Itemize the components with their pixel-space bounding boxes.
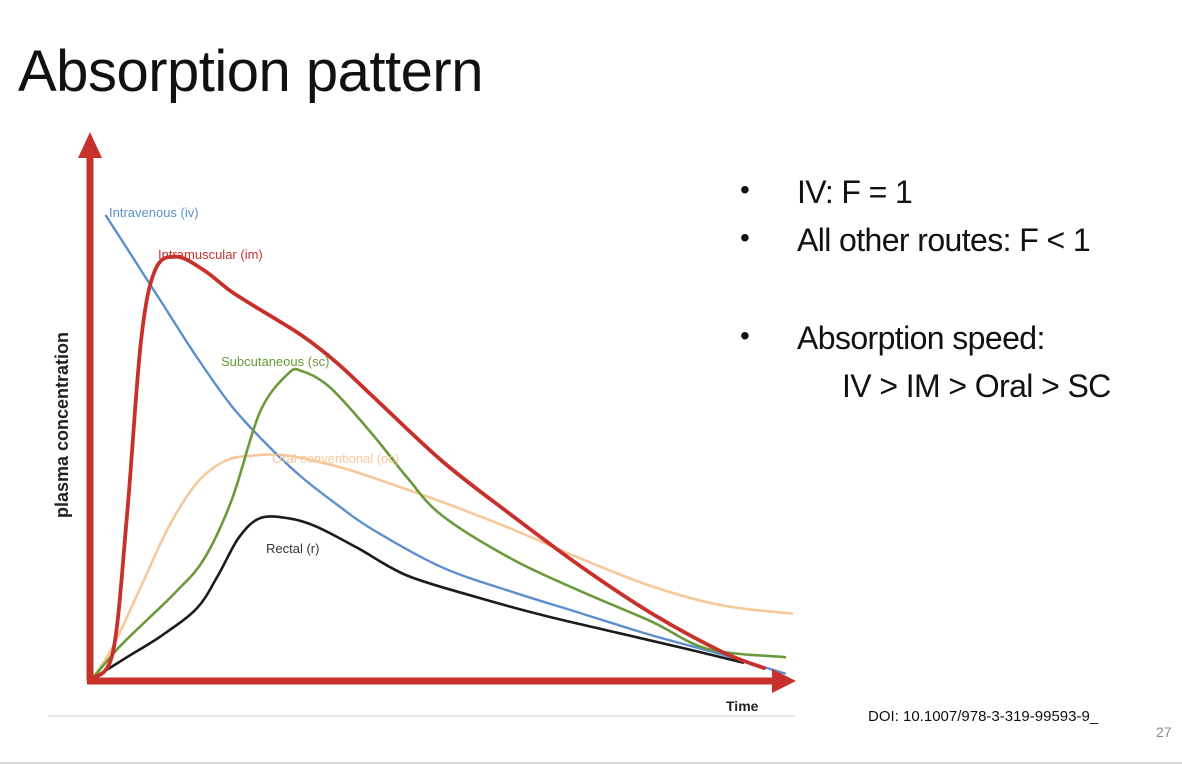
series-label-oral-conventional: Oral conventional (oc) [272,451,399,466]
bullet-dot-icon: • [740,222,750,253]
bullet-text: Absorption speed: [797,320,1045,356]
series-label-subcutaneous: Subcutaneous (sc) [221,354,329,369]
series-line-subcutaneous [90,367,787,681]
series-line-intramuscular [90,254,766,681]
bullet-text: All other routes: F < 1 [797,222,1091,258]
speed-order-text: IV > IM > Oral > SC [842,368,1111,404]
y-axis-label: plasma concentration [52,332,72,518]
bottom-divider [0,762,1182,764]
series-line-oral-conventional [90,453,794,681]
x-axis-label: Time [726,698,759,714]
page-number: 27 [1156,724,1172,740]
series-label-intramuscular: Intramuscular (im) [158,247,263,262]
series-label-rectal: Rectal (r) [266,541,319,556]
bullet-dot-icon: • [740,174,750,205]
series-line-rectal [90,515,745,681]
x-axis-arrow-icon [772,669,796,693]
doi-citation: DOI: 10.1007/978-3-319-99593-9_ [868,708,1099,725]
slide-title: Absorption pattern [18,39,483,104]
y-axis-arrow-icon [78,132,102,158]
bullet-text: IV: F = 1 [797,174,913,210]
series-line-intravenous [104,214,787,675]
bullet-dot-icon: • [740,320,750,351]
series-label-intravenous: Intravenous (iv) [109,205,199,220]
